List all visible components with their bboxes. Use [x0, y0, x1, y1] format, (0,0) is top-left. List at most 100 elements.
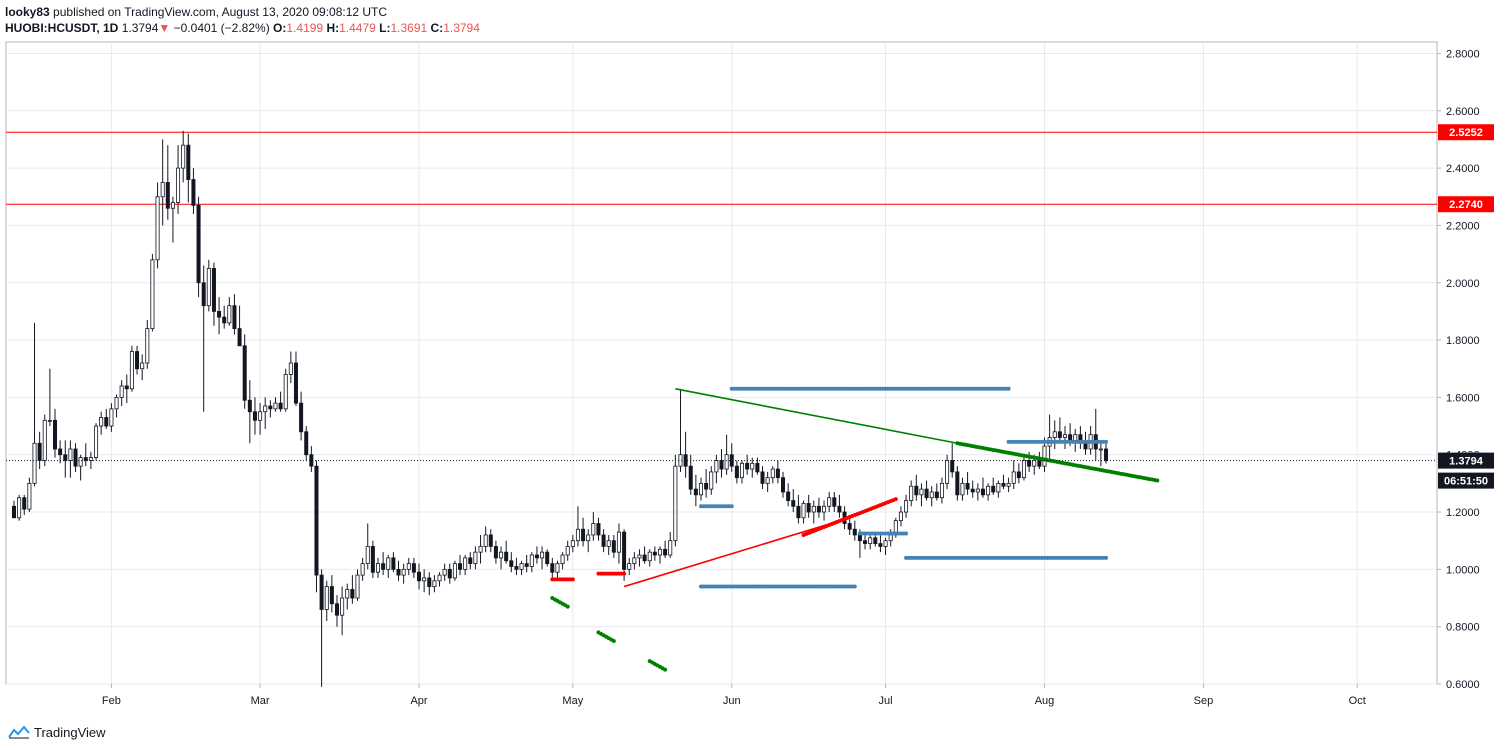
candle-body — [324, 586, 329, 610]
candle — [924, 480, 929, 501]
candle-body — [242, 345, 247, 401]
candle — [422, 569, 427, 593]
candle-body — [442, 568, 447, 576]
candle — [739, 460, 745, 484]
candle-body — [586, 534, 591, 542]
price-level-label: 2.5252 — [1449, 127, 1483, 139]
candle — [673, 454, 678, 547]
candle-body — [970, 488, 975, 493]
candle — [94, 423, 99, 461]
candle — [493, 540, 498, 564]
candle-body — [304, 431, 309, 456]
candle-body — [283, 374, 288, 410]
candle — [145, 320, 150, 369]
candle — [109, 403, 114, 432]
candle-body — [909, 485, 914, 501]
candle — [155, 182, 160, 269]
candle-body — [534, 554, 539, 559]
candle-body — [119, 385, 124, 398]
price-chart[interactable]: 0.60000.80001.00001.20001.40001.60001.80… — [0, 0, 1508, 720]
candle — [550, 557, 555, 578]
chart-header: looky83 published on TradingView.com, Au… — [5, 4, 480, 36]
y-tick-label: 2.0000 — [1446, 278, 1480, 290]
candle — [565, 540, 570, 561]
x-tick-label: Jul — [879, 695, 893, 707]
tradingview-logo-icon — [8, 725, 30, 739]
candle-body — [427, 577, 432, 587]
candle-body — [991, 485, 996, 493]
candle-body — [483, 534, 488, 547]
trendline — [675, 388, 958, 445]
candle-body — [616, 531, 621, 553]
candle — [616, 523, 621, 564]
candle-body — [950, 460, 955, 473]
candle — [232, 294, 237, 335]
candle-body — [396, 568, 401, 576]
candle-body — [17, 497, 22, 519]
candle — [47, 368, 52, 427]
candle-body — [499, 551, 504, 559]
countdown-tag — [1438, 472, 1494, 489]
candle — [252, 397, 257, 435]
candle-body — [832, 497, 837, 507]
low-label: L: — [379, 21, 391, 35]
open-value: 1.4199 — [286, 21, 324, 35]
candle — [58, 440, 63, 464]
low-value: 1.3691 — [390, 21, 428, 35]
candle-body — [155, 196, 160, 261]
candle — [27, 477, 32, 513]
candle — [278, 391, 283, 412]
x-tick-label: May — [562, 695, 583, 707]
candle — [724, 434, 729, 475]
candle-body — [63, 454, 68, 461]
countdown-label: 06:51:50 — [1444, 476, 1488, 488]
candle — [283, 368, 288, 412]
candle-body — [386, 557, 391, 570]
candle-body — [417, 571, 422, 582]
candle-body — [452, 563, 457, 579]
candle-body — [939, 482, 944, 499]
candle — [868, 534, 873, 550]
candle — [693, 474, 698, 507]
candle-body — [622, 531, 627, 570]
candle — [329, 575, 334, 613]
candle — [980, 477, 985, 498]
candle — [263, 397, 268, 429]
candle-body — [73, 448, 78, 467]
candle-body — [852, 528, 857, 536]
candle — [319, 569, 324, 687]
candle-body — [375, 563, 381, 573]
level-dot — [1155, 478, 1160, 483]
candle — [786, 483, 791, 507]
author-name[interactable]: looky83 — [5, 5, 50, 19]
candle-body — [1027, 460, 1032, 467]
candle-body — [688, 465, 693, 490]
candle-body — [929, 491, 934, 499]
candle — [227, 297, 232, 326]
candle-body — [878, 543, 883, 547]
candle-body — [847, 523, 852, 530]
level-dot — [904, 531, 909, 536]
candle — [1062, 426, 1068, 449]
ohlc-legend: HUOBI:HCUSDT, 1D 1.3794▼ −0.0401 (−2.82%… — [5, 20, 480, 36]
candle — [806, 494, 811, 518]
level-dot — [893, 497, 898, 502]
candle-body — [58, 448, 63, 456]
candle-body — [729, 454, 734, 467]
candle — [832, 491, 837, 513]
candle-body — [596, 523, 601, 536]
candle-body — [919, 488, 924, 496]
candle — [452, 560, 457, 581]
candle — [781, 471, 786, 498]
candle-body — [781, 477, 786, 493]
candle-body — [673, 465, 678, 542]
candle — [1011, 460, 1016, 490]
down-arrow-icon: ▼ — [158, 21, 171, 35]
level-dot — [852, 584, 857, 589]
candle-body — [657, 548, 662, 556]
candle — [791, 489, 796, 513]
candle-body — [581, 528, 586, 542]
candle-body — [406, 563, 411, 570]
brand-text[interactable]: TradingView — [34, 724, 106, 740]
candle — [104, 408, 109, 429]
